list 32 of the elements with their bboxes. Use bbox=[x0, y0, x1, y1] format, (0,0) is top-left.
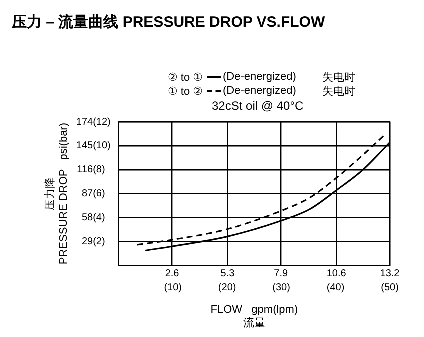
legend-label: ② to ① bbox=[168, 70, 204, 84]
y-axis-title: 压力降 PRESSURE DROP psi(bar) bbox=[44, 122, 70, 265]
y2-tick-label: (2) bbox=[93, 236, 106, 248]
x2-tick-label: (30) bbox=[272, 282, 290, 294]
y2-tick-label: (8) bbox=[93, 164, 106, 176]
x-tick-label: 7.9 bbox=[274, 268, 289, 280]
x2-tick-label: (40) bbox=[326, 282, 345, 294]
x2-tick-label: (10) bbox=[164, 282, 182, 294]
x2-tick-label: (50) bbox=[381, 282, 399, 294]
y-tick-label: 145 bbox=[76, 140, 94, 152]
y2-tick-label: (6) bbox=[93, 188, 106, 200]
x-axis-title: FLOW gpm(lpm) 流量 bbox=[210, 304, 298, 330]
y2-tick-label: (12) bbox=[93, 116, 111, 128]
y-tick-label: 29 bbox=[82, 236, 94, 248]
y-tick-label: 58 bbox=[82, 212, 94, 224]
x-tick-label: 2.6 bbox=[165, 268, 180, 280]
text: (De-energized) bbox=[223, 85, 296, 97]
text: 32cSt oil @ 40°C bbox=[212, 99, 304, 113]
chart-title: 压力 – 流量曲线 PRESSURE DROP VS.FLOW bbox=[12, 13, 326, 32]
text: 失电时 bbox=[322, 70, 356, 84]
y-tick-label: 174 bbox=[76, 116, 94, 128]
x-tick-label: 10.6 bbox=[326, 268, 347, 280]
y2-tick-label: (4) bbox=[93, 212, 106, 224]
x-tick-label: 5.3 bbox=[220, 268, 236, 280]
y2-tick-label: (10) bbox=[93, 140, 111, 152]
text: 失电时 bbox=[322, 84, 356, 98]
x-tick-label: 13.2 bbox=[380, 268, 400, 280]
y-tick-label: 87 bbox=[82, 188, 94, 200]
legend-label: ① to ② bbox=[168, 84, 204, 98]
x2-tick-label: (20) bbox=[218, 282, 236, 294]
y-tick-label: 116 bbox=[77, 164, 94, 176]
text: (De-energized) bbox=[223, 71, 296, 83]
